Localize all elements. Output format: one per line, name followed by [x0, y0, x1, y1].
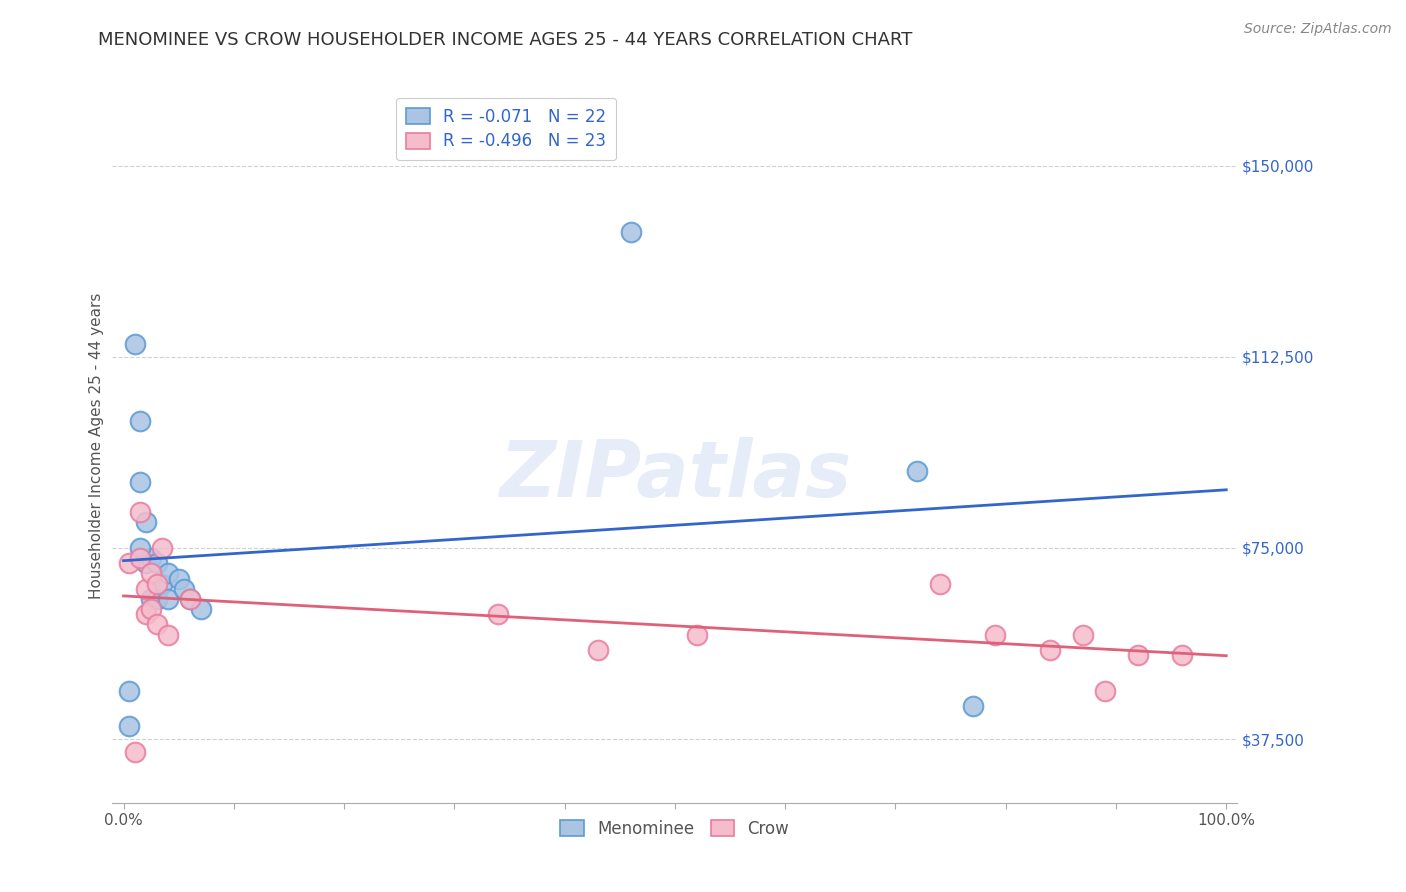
- Point: [145, 591, 167, 606]
- Point: [124, 337, 146, 351]
- Point: [145, 576, 167, 591]
- Point: [1126, 648, 1149, 662]
- Point: [145, 556, 167, 570]
- Point: [156, 591, 179, 606]
- Point: [179, 591, 201, 606]
- Legend: Menominee, Crow: Menominee, Crow: [554, 814, 796, 845]
- Point: [145, 617, 167, 632]
- Point: [150, 576, 173, 591]
- Point: [135, 516, 157, 530]
- Point: [139, 591, 162, 606]
- Point: [150, 541, 173, 555]
- Text: MENOMINEE VS CROW HOUSEHOLDER INCOME AGES 25 - 44 YEARS CORRELATION CHART: MENOMINEE VS CROW HOUSEHOLDER INCOME AGE…: [98, 31, 912, 49]
- Point: [118, 683, 141, 698]
- Text: ZIPatlas: ZIPatlas: [499, 436, 851, 513]
- Point: [1039, 643, 1062, 657]
- Point: [1094, 683, 1116, 698]
- Point: [129, 541, 152, 555]
- Point: [135, 556, 157, 570]
- Text: Source: ZipAtlas.com: Source: ZipAtlas.com: [1244, 22, 1392, 37]
- Point: [179, 591, 201, 606]
- Point: [118, 556, 141, 570]
- Point: [488, 607, 510, 622]
- Point: [129, 505, 152, 519]
- Point: [686, 627, 709, 641]
- Point: [156, 566, 179, 581]
- Point: [983, 627, 1005, 641]
- Point: [928, 576, 950, 591]
- Point: [586, 643, 609, 657]
- Y-axis label: Householder Income Ages 25 - 44 years: Householder Income Ages 25 - 44 years: [89, 293, 104, 599]
- Point: [156, 627, 179, 641]
- Point: [139, 602, 162, 616]
- Point: [135, 607, 157, 622]
- Point: [173, 582, 195, 596]
- Point: [124, 745, 146, 759]
- Point: [962, 698, 984, 713]
- Point: [620, 225, 643, 239]
- Point: [118, 719, 141, 733]
- Point: [129, 413, 152, 427]
- Point: [129, 475, 152, 489]
- Point: [907, 465, 929, 479]
- Point: [139, 566, 162, 581]
- Point: [129, 551, 152, 566]
- Point: [135, 582, 157, 596]
- Point: [1171, 648, 1194, 662]
- Point: [1071, 627, 1094, 641]
- Point: [139, 551, 162, 566]
- Point: [190, 602, 212, 616]
- Point: [167, 572, 190, 586]
